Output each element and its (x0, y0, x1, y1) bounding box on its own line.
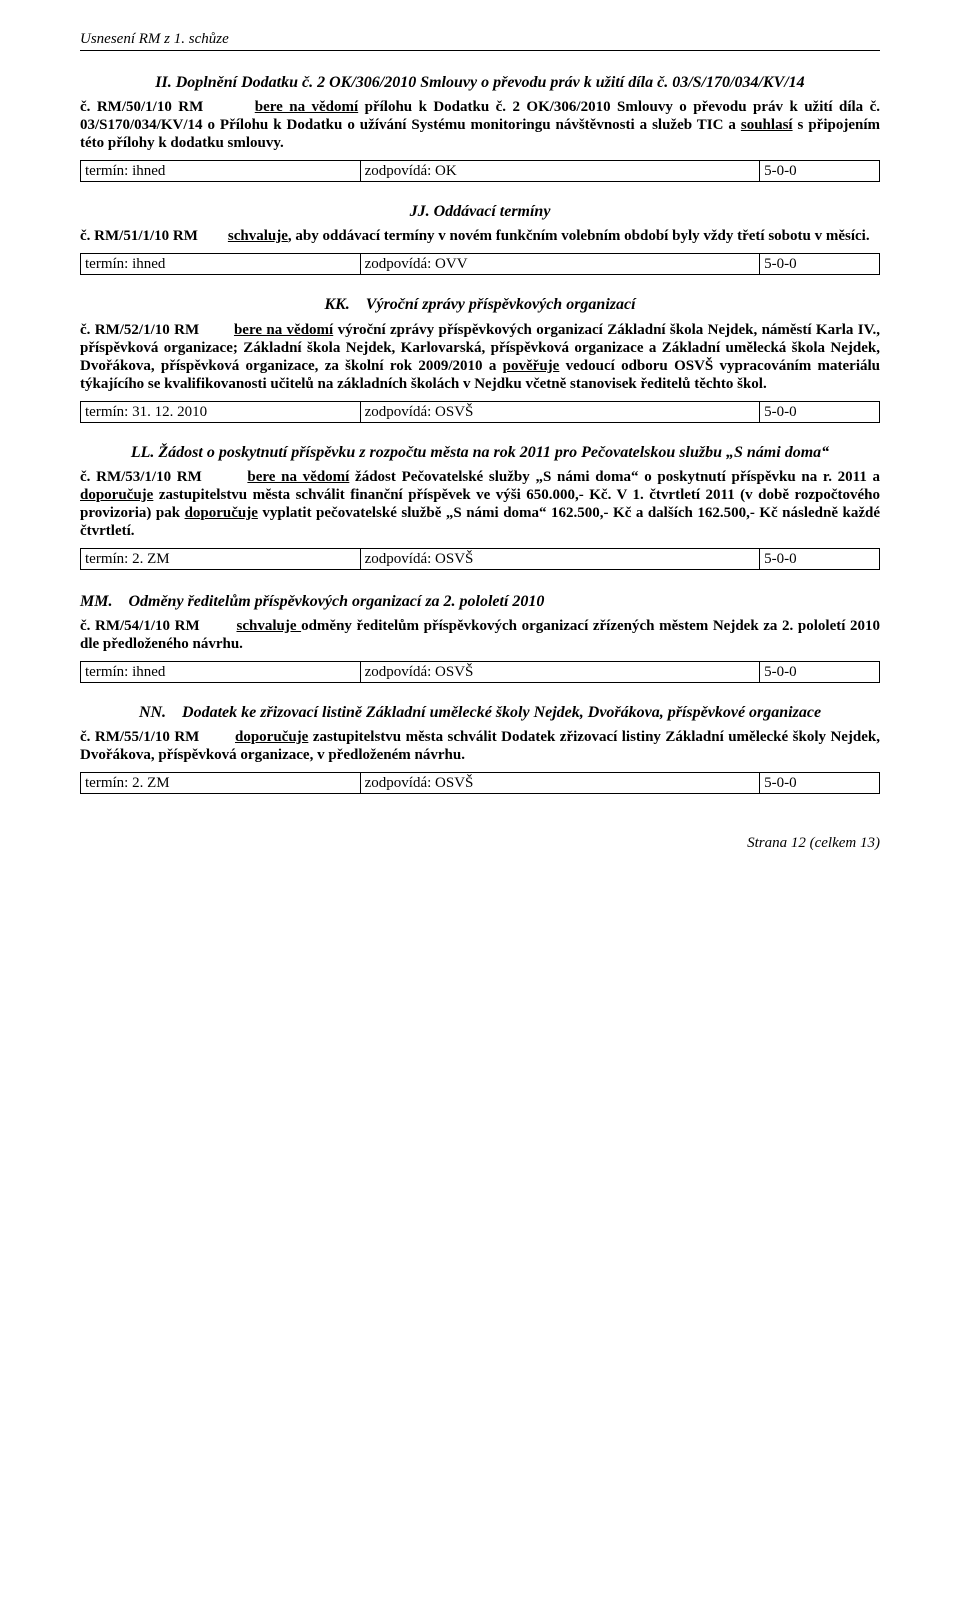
term-table: termín: 2. ZMzodpovídá: OSVŠ5-0-0 (80, 548, 880, 570)
section-heading: JJ. Oddávací termíny (80, 202, 880, 221)
table-cell: termín: 31. 12. 2010 (81, 401, 361, 422)
table-cell: zodpovídá: OK (360, 161, 760, 182)
section-heading: NN. Dodatek ke zřizovací listině Základn… (80, 703, 880, 722)
section-heading: LL. Žádost o poskytnutí příspěvku z rozp… (80, 443, 880, 462)
term-table: termín: 2. ZMzodpovídá: OSVŠ5-0-0 (80, 772, 880, 794)
table-row: termín: 31. 12. 2010zodpovídá: OSVŠ5-0-0 (81, 401, 880, 422)
section-body: č. RM/54/1/10 RM schvaluje odměny ředite… (80, 617, 880, 653)
section-heading: MM. Odměny ředitelům příspěvkových organ… (80, 592, 880, 611)
term-table: termín: ihnedzodpovídá: OVV5-0-0 (80, 253, 880, 275)
table-cell: termín: ihned (81, 161, 361, 182)
table-cell: termín: 2. ZM (81, 548, 361, 569)
term-table: termín: ihnedzodpovídá: OSVŠ5-0-0 (80, 661, 880, 683)
table-cell: zodpovídá: OVV (360, 254, 760, 275)
table-cell: zodpovídá: OSVŠ (360, 548, 760, 569)
page-header: Usnesení RM z 1. schůze (80, 30, 880, 48)
table-cell: 5-0-0 (760, 161, 880, 182)
table-cell: zodpovídá: OSVŠ (360, 401, 760, 422)
section-body: č. RM/51/1/10 RM schvaluje, aby oddávací… (80, 227, 880, 245)
term-table: termín: ihnedzodpovídá: OK5-0-0 (80, 160, 880, 182)
table-cell: zodpovídá: OSVŠ (360, 773, 760, 794)
table-cell: 5-0-0 (760, 661, 880, 682)
table-row: termín: 2. ZMzodpovídá: OSVŠ5-0-0 (81, 548, 880, 569)
table-row: termín: ihnedzodpovídá: OSVŠ5-0-0 (81, 661, 880, 682)
table-cell: termín: ihned (81, 254, 361, 275)
table-row: termín: ihnedzodpovídá: OVV5-0-0 (81, 254, 880, 275)
section-heading: II. Doplnění Dodatku č. 2 OK/306/2010 Sm… (80, 73, 880, 92)
table-cell: zodpovídá: OSVŠ (360, 661, 760, 682)
table-cell: 5-0-0 (760, 254, 880, 275)
table-cell: 5-0-0 (760, 401, 880, 422)
table-row: termín: ihnedzodpovídá: OK5-0-0 (81, 161, 880, 182)
section-heading: KK. Výroční zprávy příspěvkových organiz… (80, 295, 880, 314)
table-row: termín: 2. ZMzodpovídá: OSVŠ5-0-0 (81, 773, 880, 794)
term-table: termín: 31. 12. 2010zodpovídá: OSVŠ5-0-0 (80, 401, 880, 423)
table-cell: termín: ihned (81, 661, 361, 682)
sections-container: II. Doplnění Dodatku č. 2 OK/306/2010 Sm… (80, 73, 880, 794)
page-footer: Strana 12 (celkem 13) (80, 834, 880, 852)
header-rule (80, 50, 880, 51)
table-cell: 5-0-0 (760, 548, 880, 569)
section-body: č. RM/55/1/10 RM doporučuje zastupitelst… (80, 728, 880, 764)
section-body: č. RM/50/1/10 RM bere na vědomí přílohu … (80, 98, 880, 152)
section-body: č. RM/52/1/10 RM bere na vědomí výroční … (80, 321, 880, 393)
table-cell: termín: 2. ZM (81, 773, 361, 794)
table-cell: 5-0-0 (760, 773, 880, 794)
section-body: č. RM/53/1/10 RM bere na vědomí žádost P… (80, 468, 880, 540)
